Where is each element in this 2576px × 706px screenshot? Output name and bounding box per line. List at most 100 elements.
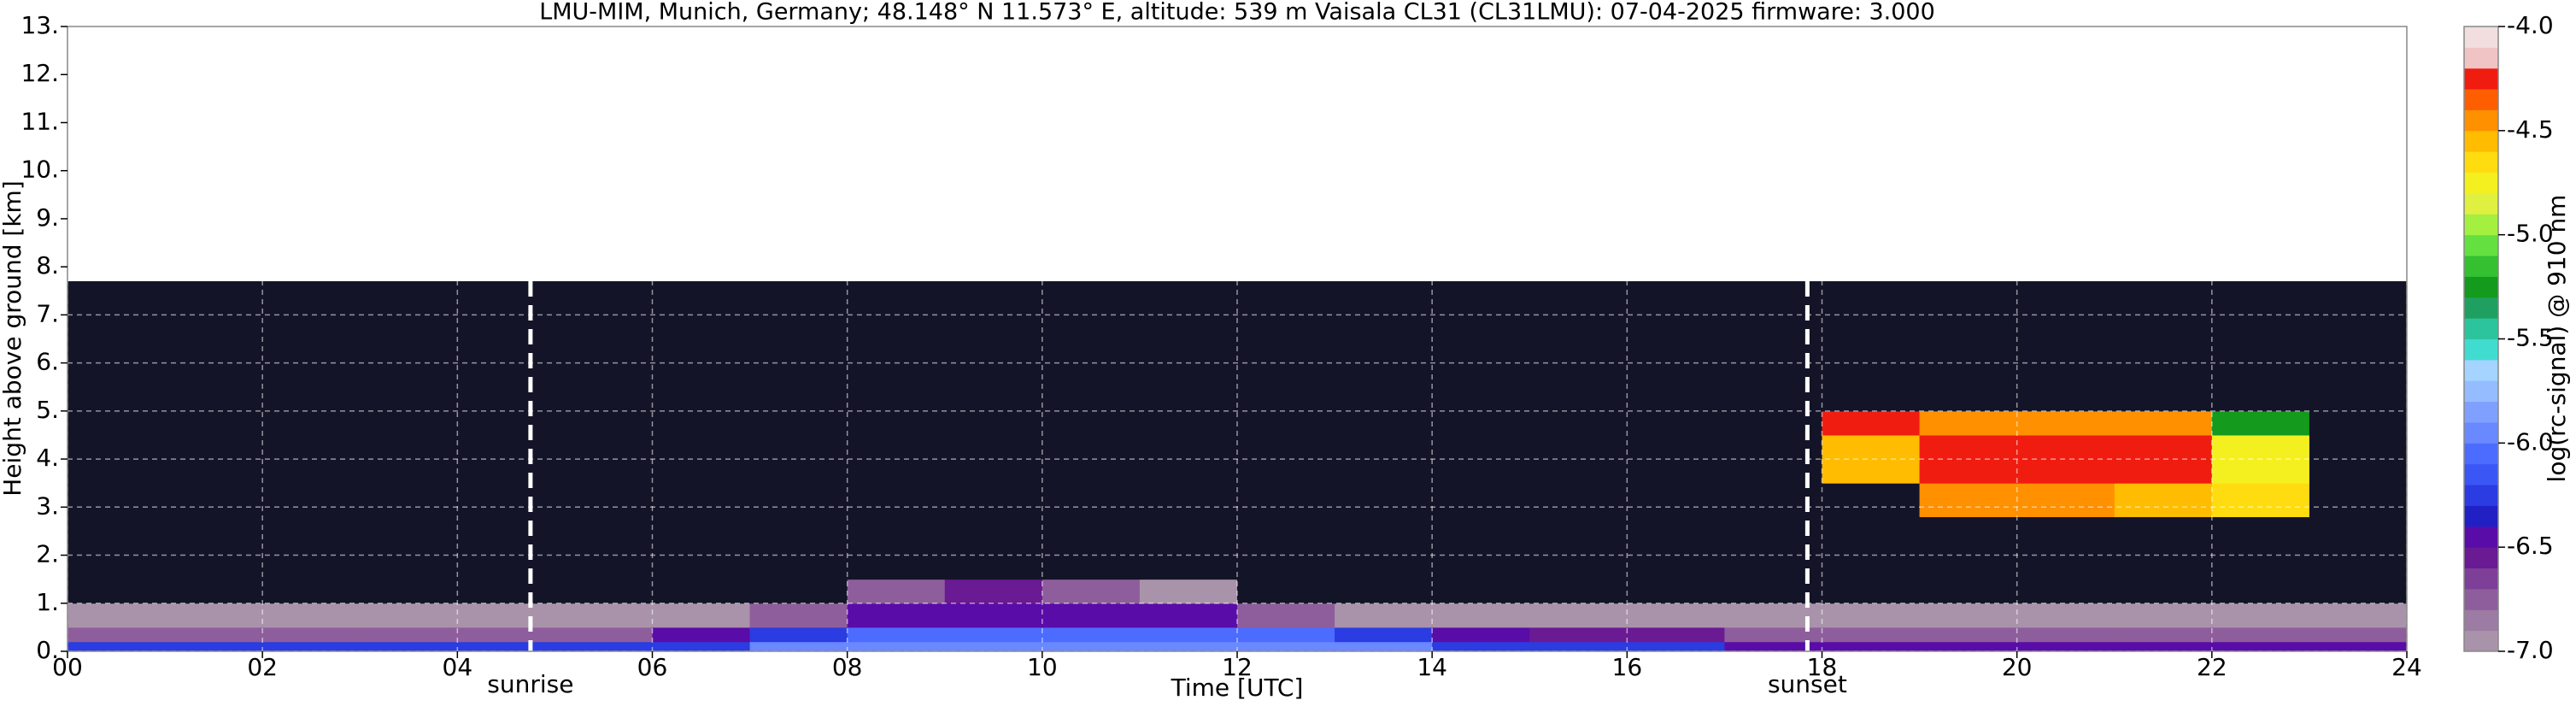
heatmap-cell	[262, 627, 361, 643]
heatmap-cell	[847, 516, 946, 580]
heatmap-cell	[2016, 410, 2115, 436]
heatmap-cell	[2309, 627, 2408, 643]
heatmap-cell	[262, 281, 361, 412]
heatmap-cell	[555, 516, 653, 580]
heatmap-cell	[555, 641, 653, 652]
heatmap-cell	[749, 516, 848, 580]
x-tick-label: 02	[247, 653, 278, 681]
heatmap-cell	[262, 516, 361, 580]
heatmap-cell	[1627, 483, 1725, 518]
heatmap-cell	[1432, 579, 1530, 604]
heatmap-cell	[1042, 641, 1141, 652]
heatmap-cell	[262, 641, 361, 652]
colorbar-segment	[2464, 359, 2498, 381]
heatmap-cell	[1237, 516, 1335, 580]
heatmap-cell	[652, 281, 751, 412]
heatmap-cell	[360, 516, 458, 580]
heatmap-cell	[2309, 603, 2408, 628]
heatmap-cell	[847, 641, 946, 652]
heatmap-cell	[2211, 603, 2310, 628]
heatmap-cell	[1042, 516, 1141, 580]
heatmap-cell	[1822, 603, 1921, 628]
heatmap-cell	[165, 579, 263, 604]
heatmap-cell	[1529, 579, 1628, 604]
heatmap-cell	[944, 483, 1043, 518]
heatmap-cell	[457, 603, 555, 628]
heatmap-cell	[262, 603, 361, 628]
y-tick-label: 0.	[36, 636, 59, 664]
colorbar-segment	[2464, 234, 2498, 256]
heatmap-cell	[360, 603, 458, 628]
heatmap-cell	[457, 641, 555, 652]
chart-title: LMU-MIM, Munich, Germany; 48.148° N 11.5…	[539, 0, 1935, 26]
heatmap-cell	[67, 281, 166, 412]
heatmap-cell	[1042, 281, 1141, 412]
colorbar-segment	[2464, 318, 2498, 339]
heatmap-cell	[652, 641, 751, 652]
heatmap-cell	[262, 483, 361, 518]
heatmap-cell	[944, 281, 1043, 412]
heatmap-cell	[165, 641, 263, 652]
heatmap-cell	[847, 281, 946, 412]
heatmap-cell	[165, 410, 263, 436]
colorbar-segment	[2464, 609, 2498, 632]
y-tick-label: 6.	[36, 348, 59, 376]
heatmap-cell	[1627, 516, 1725, 580]
annotation-label: sunset	[1768, 670, 1847, 698]
heatmap-cell	[1139, 483, 1238, 518]
heatmap-cell	[1919, 641, 2018, 652]
heatmap-cell	[360, 483, 458, 518]
heatmap-cell	[652, 603, 751, 628]
heatmap-cell	[2114, 281, 2213, 412]
colorbar-segment	[2464, 568, 2498, 590]
heatmap-cell	[1335, 641, 1433, 652]
y-tick-label: 1.	[36, 588, 59, 616]
heatmap-cell	[749, 641, 848, 652]
heatmap-cell	[2016, 603, 2115, 628]
heatmap-cell	[2211, 410, 2310, 436]
heatmap-cell	[2309, 579, 2408, 604]
x-tick-label: 14	[1417, 653, 1447, 681]
heatmap-cell	[944, 579, 1043, 604]
heatmap-cell	[2211, 641, 2310, 652]
heatmap-cell	[1237, 579, 1335, 604]
heatmap-cell	[652, 516, 751, 580]
colorbar-segment	[2464, 151, 2498, 174]
heatmap-cell	[749, 410, 848, 436]
y-tick-label: 5.	[36, 396, 59, 424]
heatmap-cell	[1724, 641, 1822, 652]
heatmap-cell	[1335, 281, 1433, 412]
colorbar-segment	[2464, 47, 2498, 69]
heatmap-cell	[1822, 579, 1921, 604]
heatmap-cell	[360, 579, 458, 604]
heatmap-cell	[1432, 641, 1530, 652]
heatmap-cell	[1139, 516, 1238, 580]
heatmap-cell	[1237, 641, 1335, 652]
heatmap-cell	[749, 281, 848, 412]
heatmap-cell	[165, 603, 263, 628]
heatmap-cell	[457, 516, 555, 580]
heatmap-cell	[2114, 579, 2213, 604]
heatmap-cell	[2016, 627, 2115, 643]
heatmap-cell	[262, 579, 361, 604]
heatmap-cell	[1139, 410, 1238, 436]
heatmap-cell	[1139, 603, 1238, 628]
colorbar-segment	[2464, 214, 2498, 236]
colorbar-segment	[2464, 276, 2498, 298]
heatmap-cell	[2211, 483, 2310, 518]
heatmap-cell	[1432, 603, 1530, 628]
heatmap-cell	[2114, 627, 2213, 643]
heatmap-cell	[944, 641, 1043, 652]
colorbar-segment	[2464, 526, 2498, 548]
y-tick-label: 7.	[36, 299, 59, 327]
heatmap-cell	[67, 641, 166, 652]
x-tick-label: 20	[2002, 653, 2033, 681]
heatmap-cell	[1919, 516, 2018, 580]
x-tick-label: 00	[52, 653, 83, 681]
heatmap-cell	[944, 516, 1043, 580]
heatmap-cell	[2114, 410, 2213, 436]
heatmap-cell	[457, 281, 555, 412]
heatmap-cell	[67, 483, 166, 518]
heatmap-cell	[1627, 627, 1725, 643]
